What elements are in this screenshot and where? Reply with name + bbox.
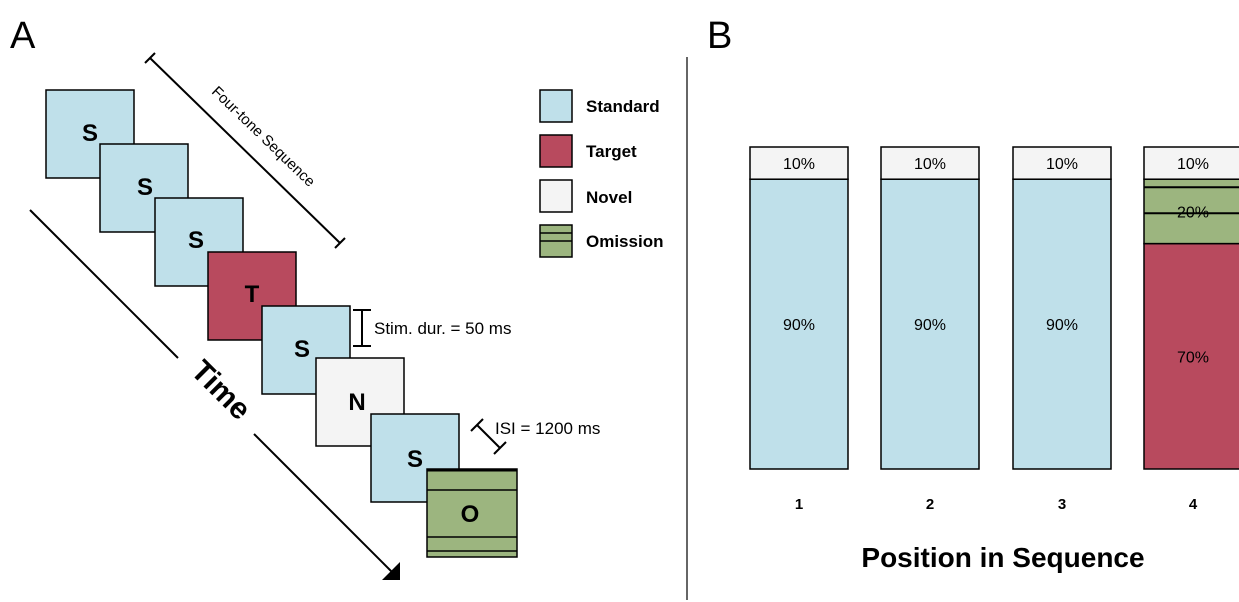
x-tick-label: 4 <box>1189 496 1198 513</box>
legend-label: Standard <box>586 97 660 116</box>
stim-duration-annotation: Stim. dur. = 50 ms <box>353 309 511 347</box>
legend-item-standard: Standard <box>539 89 660 123</box>
tile-letter: N <box>348 389 365 416</box>
bar-value-label: 70% <box>1177 349 1209 366</box>
bar-value-label: 90% <box>914 317 946 334</box>
bar-segment-novel-4 <box>1143 146 1239 180</box>
x-tick-label: 1 <box>795 496 803 513</box>
bar-segment-standard-2 <box>880 178 980 470</box>
panel-a-label: A <box>10 15 36 57</box>
bar-segment-novel-1 <box>749 146 849 180</box>
bar-segment-target-4 <box>1143 242 1239 470</box>
x-axis-title: Position in Sequence <box>861 542 1144 573</box>
bar-segment-novel-3 <box>1012 146 1112 180</box>
arrowhead-icon <box>382 562 400 580</box>
bar-segment-novel-2 <box>880 146 980 180</box>
time-label: Time <box>184 354 256 426</box>
isi-label: ISI = 1200 ms <box>495 419 600 438</box>
bar-value-label: 10% <box>1046 156 1078 173</box>
legend-item-omission: Omission <box>539 224 663 258</box>
legend-label: Target <box>586 142 637 161</box>
bar-value-label: 10% <box>783 156 815 173</box>
bar-value-label: 90% <box>1046 317 1078 334</box>
x-tick-label: 3 <box>1058 496 1066 513</box>
tile-letter: S <box>82 120 98 147</box>
tile-letter: O <box>461 501 480 528</box>
legend: Standard Target Novel Omission <box>539 89 663 258</box>
stacked-bar-chart: 90% 10% 1 90% 10% 2 90% 10% 3 70% 20% 10% 4 <box>749 146 1239 513</box>
bar-value-label: 90% <box>783 317 815 334</box>
panel-b-label: B <box>707 15 732 57</box>
legend-item-novel: Novel <box>539 179 632 213</box>
legend-label: Novel <box>586 188 632 207</box>
tile-letter: S <box>137 174 153 201</box>
sequence-label: Four-tone Sequence <box>208 83 318 190</box>
bar-value-label: 20% <box>1177 204 1209 221</box>
bar-segment-standard-3 <box>1012 178 1112 470</box>
bar-value-label: 10% <box>914 156 946 173</box>
bar-segment-standard-1 <box>749 178 849 470</box>
isi-annotation: ISI = 1200 ms <box>470 418 600 455</box>
tile-letter: S <box>188 227 204 254</box>
tile-3: T <box>207 251 297 341</box>
bar-value-label: 10% <box>1177 156 1209 173</box>
tile-letter: S <box>294 336 310 363</box>
tile-7-omission: O <box>426 468 518 558</box>
stim-duration-label: Stim. dur. = 50 ms <box>374 319 511 338</box>
legend-label: Omission <box>586 232 663 251</box>
tile-letter: S <box>407 446 423 473</box>
legend-item-target: Target <box>539 134 637 168</box>
x-tick-label: 2 <box>926 496 934 513</box>
tile-letter: T <box>245 281 260 308</box>
